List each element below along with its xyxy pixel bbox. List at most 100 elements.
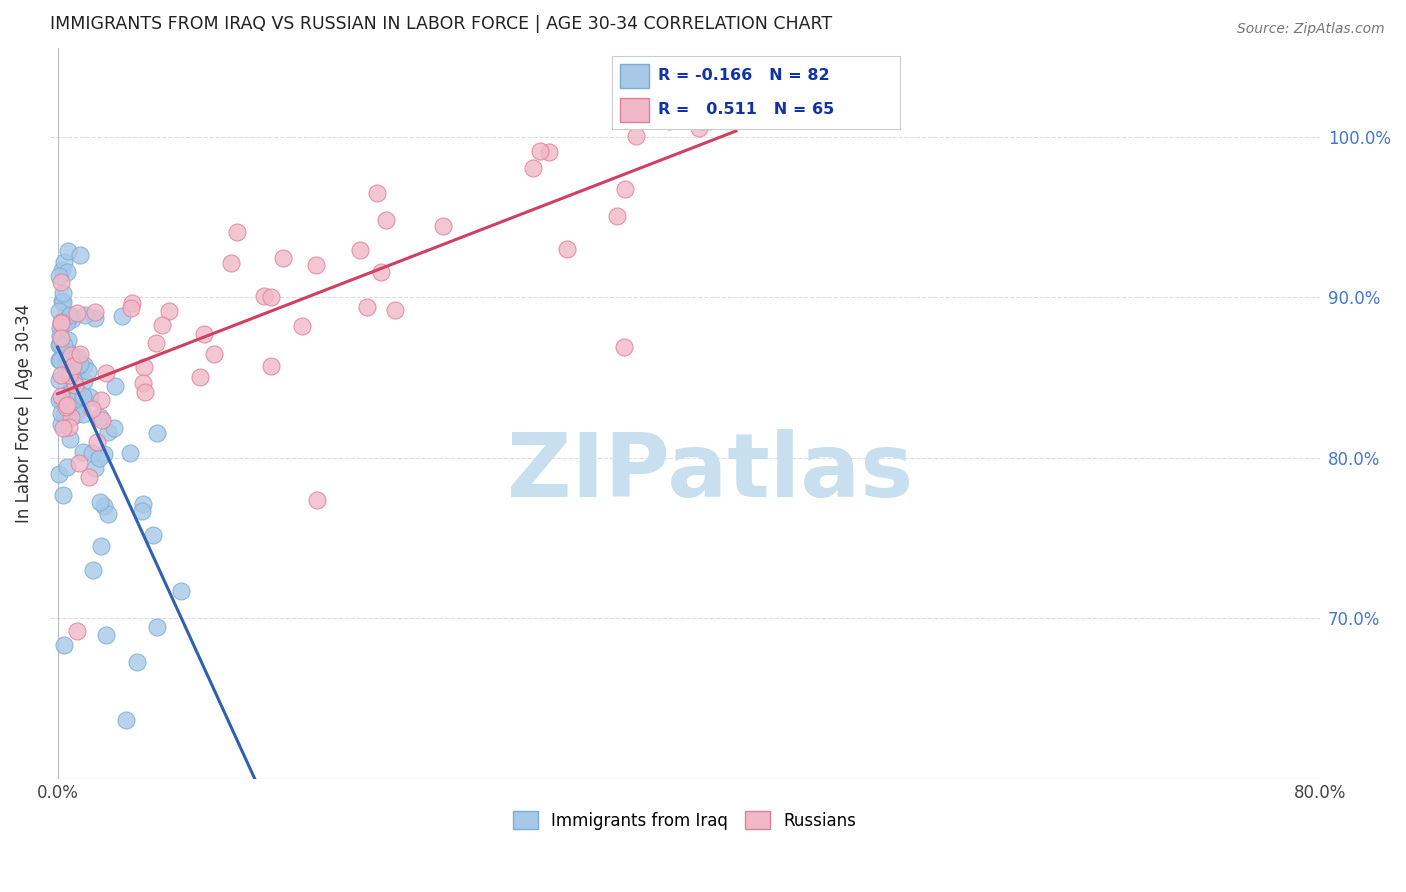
Text: ZIPatlas: ZIPatlas [508, 429, 912, 516]
Point [132, 498, 155, 512]
Point [529, 144, 551, 158]
Point [49, 321, 72, 335]
Point [152, 318, 174, 332]
Point [690, 113, 713, 128]
Point [260, 290, 283, 304]
Point [142, 528, 165, 542]
Bar [620, 63, 650, 87]
Point [48, 373, 70, 387]
Point [69, 347, 91, 361]
Point [103, 421, 125, 435]
Point [59, 382, 82, 396]
Text: Source: ZipAtlas.com: Source: ZipAtlas.com [1237, 22, 1385, 37]
Point [145, 336, 167, 351]
Point [291, 319, 314, 334]
Point [63, 374, 86, 388]
Text: R = -0.166   N = 82: R = -0.166 N = 82 [658, 68, 830, 83]
Point [49, 315, 72, 329]
Point [118, 446, 141, 460]
Point [56, 244, 79, 258]
Point [260, 359, 283, 374]
Point [52, 639, 75, 653]
Point [366, 186, 388, 200]
Point [614, 182, 637, 196]
Point [49, 368, 72, 383]
Point [89, 451, 111, 466]
Point [188, 369, 211, 384]
Point [73, 374, 96, 388]
Point [555, 242, 578, 256]
Point [49, 406, 72, 420]
Point [48, 337, 70, 351]
Point [67, 456, 90, 470]
Point [59, 384, 82, 398]
Bar [620, 98, 650, 122]
Point [52, 345, 75, 359]
Point [55, 400, 77, 414]
Point [49, 275, 72, 289]
Point [60, 348, 83, 362]
Point [157, 304, 180, 318]
Point [90, 540, 112, 554]
Point [62, 359, 84, 373]
Point [93, 446, 115, 460]
Point [219, 256, 242, 270]
Point [52, 285, 75, 300]
Point [131, 503, 153, 517]
Point [56, 265, 79, 279]
Point [60, 410, 83, 425]
Point [613, 341, 636, 355]
Point [49, 337, 72, 351]
Point [84, 461, 107, 475]
Point [120, 301, 142, 315]
Point [82, 563, 104, 577]
Point [273, 251, 295, 265]
Point [121, 296, 143, 310]
Point [59, 432, 82, 446]
Point [72, 358, 94, 372]
Point [96, 366, 118, 380]
Point [305, 258, 328, 272]
Point [72, 389, 94, 403]
Point [48, 304, 70, 318]
Point [48, 352, 70, 367]
Point [132, 376, 155, 391]
Point [49, 317, 72, 331]
Point [52, 408, 75, 422]
Point [66, 624, 89, 638]
Point [79, 390, 101, 404]
Point [48, 352, 70, 367]
Point [134, 385, 156, 400]
Point [522, 161, 544, 175]
Point [48, 329, 70, 343]
Point [89, 409, 111, 424]
Point [80, 401, 103, 416]
Point [94, 628, 117, 642]
Point [79, 470, 101, 484]
Point [432, 219, 454, 233]
Text: R =   0.511   N = 65: R = 0.511 N = 65 [658, 103, 834, 118]
Point [90, 412, 112, 426]
Point [90, 392, 112, 407]
Point [77, 364, 100, 378]
Point [384, 303, 406, 318]
Point [193, 326, 215, 341]
Point [67, 359, 90, 373]
Point [63, 408, 86, 422]
Point [307, 493, 329, 508]
Point [49, 331, 72, 345]
Point [73, 392, 96, 406]
Point [55, 355, 77, 369]
Point [52, 421, 75, 435]
Point [97, 507, 120, 521]
Point [49, 389, 72, 403]
Point [202, 346, 225, 360]
Point [69, 357, 91, 371]
Point [356, 300, 378, 314]
Point [132, 360, 155, 375]
Point [226, 225, 249, 239]
Point [48, 392, 70, 407]
Point [69, 248, 91, 262]
Point [658, 113, 681, 128]
Point [60, 311, 83, 326]
